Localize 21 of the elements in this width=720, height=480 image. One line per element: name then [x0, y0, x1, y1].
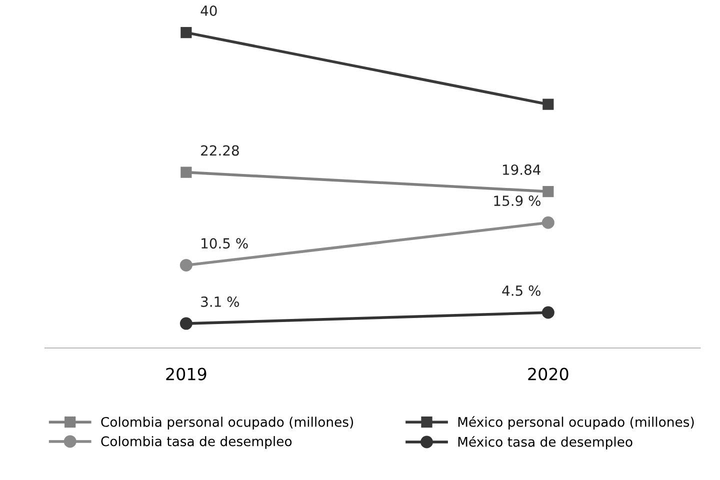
point — [542, 216, 554, 229]
legend-label: Colombia personal ocupado (millones) — [101, 416, 354, 430]
data-label: 22.28 — [201, 145, 239, 156]
point — [542, 306, 554, 319]
legend-label: Colombia tasa de desempleo — [101, 436, 292, 449]
data-label: 10.5 % — [202, 238, 248, 249]
data-label: 3.1 % — [201, 296, 239, 307]
point — [180, 166, 192, 178]
legend-label: México tasa de desempleo — [458, 436, 632, 450]
data-label: 19.84 — [502, 164, 540, 175]
point — [180, 258, 192, 272]
data-label: 4.5 % — [502, 285, 540, 296]
data-label: 40 — [200, 5, 217, 16]
point — [542, 186, 554, 198]
legend-label: México personal ocupado (millones) — [458, 416, 694, 430]
x-tick-label: 2019 — [166, 368, 206, 380]
point — [180, 317, 192, 330]
point — [180, 27, 192, 38]
point — [542, 98, 554, 110]
data-label: 15.9 % — [494, 196, 540, 206]
x-tick-label: 2020 — [528, 368, 568, 380]
